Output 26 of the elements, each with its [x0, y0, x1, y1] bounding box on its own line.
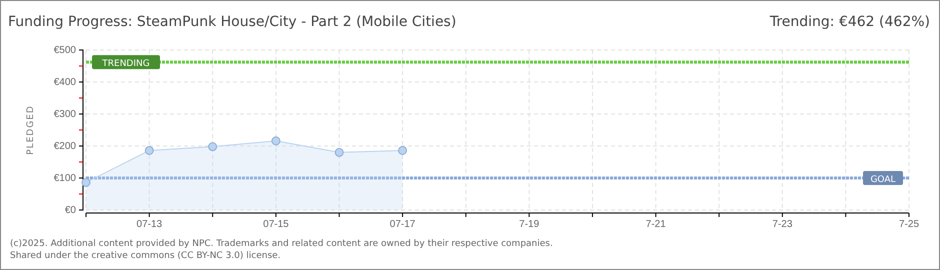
text: Trending: €462 (462%): [768, 14, 930, 30]
x-tick-label: 07-15: [263, 219, 290, 230]
point: [208, 142, 218, 152]
y-tick-label: €100: [54, 173, 76, 184]
text: (c)2025. Additional content provided by NPC. Trademarks and related content are owned by their respective companies.: [10, 239, 553, 249]
x-tick-label: 7-23: [772, 219, 793, 230]
text: Shared under the creative commons (CC BY-NC 3.0) license.: [10, 251, 281, 261]
y-tick-label: €300: [54, 109, 76, 120]
x-tick-label: 07-13: [136, 219, 163, 230]
x-tick-label: 7-25: [898, 219, 920, 230]
chart-title: Funding Progress: SteamPunk House/City - Part 2 (Mobile Cities): [8, 14, 456, 30]
y-tick-label: €400: [54, 77, 76, 88]
y-tick-label: €0: [64, 205, 76, 216]
y-tick-label: €200: [54, 141, 76, 152]
x-tick-label: 7-21: [646, 219, 666, 230]
point: [144, 146, 154, 155]
point: [271, 136, 280, 146]
point: [398, 146, 408, 155]
ref-line-label: TRENDING: [101, 59, 150, 70]
ref-line-label: GOAL: [870, 175, 896, 185]
x-tick-label: 07-17: [390, 219, 416, 230]
y-axis-title: PLEDGED: [26, 105, 36, 155]
y-tick-label: €500: [54, 45, 76, 56]
point: [334, 148, 344, 157]
x-tick-label: 7-19: [519, 219, 540, 230]
point: [82, 178, 90, 187]
